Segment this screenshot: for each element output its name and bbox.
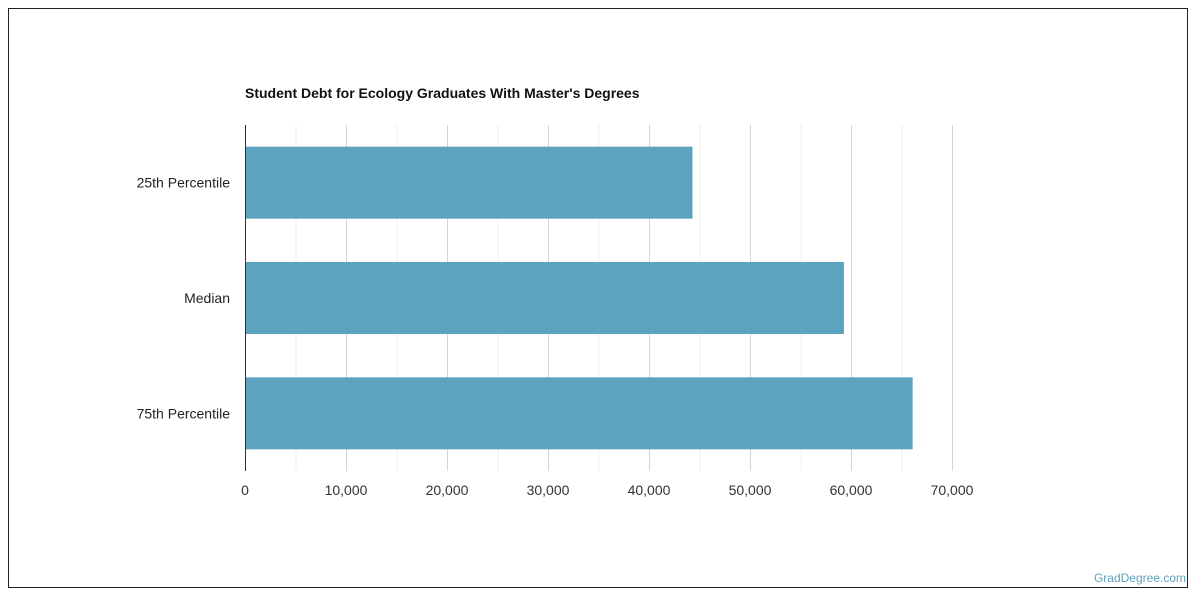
y-category-label: 25th Percentile [137, 175, 231, 191]
x-tick-label: 30,000 [527, 482, 570, 498]
bar [245, 262, 844, 334]
chart-title: Student Debt for Ecology Graduates With … [245, 85, 640, 101]
source-watermark[interactable]: GradDegree.com [1093, 571, 1186, 585]
y-category-label: Median [184, 290, 230, 306]
x-tick-label: 10,000 [325, 482, 368, 498]
x-tick-label: 20,000 [426, 482, 469, 498]
x-tick-label: 70,000 [931, 482, 974, 498]
x-tick-label: 0 [241, 482, 249, 498]
y-category-label: 75th Percentile [137, 405, 231, 421]
x-tick-label: 50,000 [729, 482, 772, 498]
x-tick-label: 60,000 [830, 482, 873, 498]
bar [245, 377, 913, 450]
x-tick-label: 40,000 [628, 482, 671, 498]
bar [245, 146, 693, 219]
